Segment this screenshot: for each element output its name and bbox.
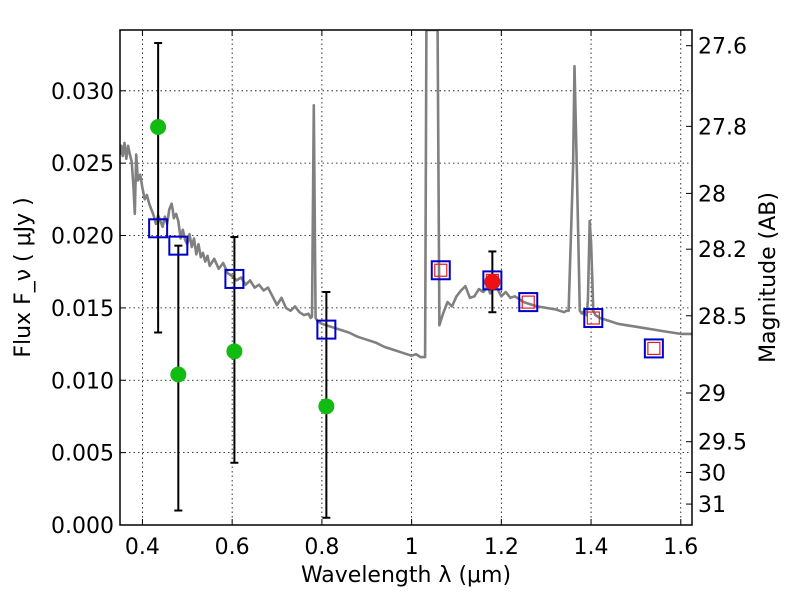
data-point-circle — [226, 343, 243, 360]
y-tick-label: 0.000 — [51, 514, 114, 539]
y-tick-label: 0.015 — [51, 297, 114, 322]
data-point-square — [148, 218, 169, 239]
y2-tick-label: 30 — [698, 461, 726, 486]
x-tick-label: 1.2 — [484, 535, 519, 560]
y2-tick-label: 31 — [698, 493, 726, 518]
x-tick-label: 0.6 — [215, 535, 250, 560]
x-tick-label: 1 — [405, 535, 419, 560]
y-tick-label: 0.010 — [51, 369, 114, 394]
data-point-square — [316, 319, 337, 340]
data-point-small-square — [434, 263, 448, 277]
data-point-circle — [150, 118, 167, 135]
y2-tick-label: 28.2 — [698, 238, 747, 263]
plot-frame — [119, 29, 693, 526]
y-tick-label: 0.020 — [51, 225, 114, 250]
y2-tick-label: 27.6 — [698, 35, 747, 60]
y2-tick-label: 28.5 — [698, 305, 747, 330]
x-tick-label: 1.4 — [574, 535, 609, 560]
y-tick-label: 0.030 — [51, 80, 114, 105]
data-point-small-square — [586, 311, 600, 325]
data-point-circle — [170, 366, 187, 383]
y2-tick-label: 27.8 — [698, 115, 747, 140]
y-tick-label: 0.025 — [51, 152, 114, 177]
data-point-circle — [318, 398, 335, 415]
x-tick-label: 1.6 — [663, 535, 698, 560]
error-bars — [154, 42, 497, 519]
data-point-small-square — [647, 341, 661, 356]
data-points — [148, 118, 664, 415]
data-point-small-square — [521, 295, 535, 309]
y2-tick-label: 29.5 — [698, 431, 747, 456]
data-point-square — [643, 338, 664, 359]
y2-tick-label: 28 — [698, 182, 726, 207]
y-tick-label: 0.005 — [51, 442, 114, 467]
data-point-square — [430, 260, 451, 281]
grid-lines — [120, 30, 692, 526]
y2-axis-label: Magnitude (AB) — [756, 192, 781, 363]
data-point-circle — [484, 273, 501, 290]
axis-ticks: 0.4 0.6 0.8 1 1.2 1.4 1.6 0.000 0.005 0.010 0.015 0… — [51, 30, 747, 560]
x-tick-label: 0.4 — [125, 535, 160, 560]
data-point-square — [583, 308, 604, 329]
x-tick-label: 0.8 — [304, 535, 339, 560]
data-point-square — [224, 268, 245, 289]
data-point-square — [168, 235, 189, 256]
y2-tick-label: 29 — [698, 382, 726, 407]
x-axis-label: Wavelength λ (μm) — [301, 563, 511, 588]
y-axis-label: Flux F_ν ( μJy ) — [11, 197, 36, 357]
data-point-square — [518, 292, 539, 313]
